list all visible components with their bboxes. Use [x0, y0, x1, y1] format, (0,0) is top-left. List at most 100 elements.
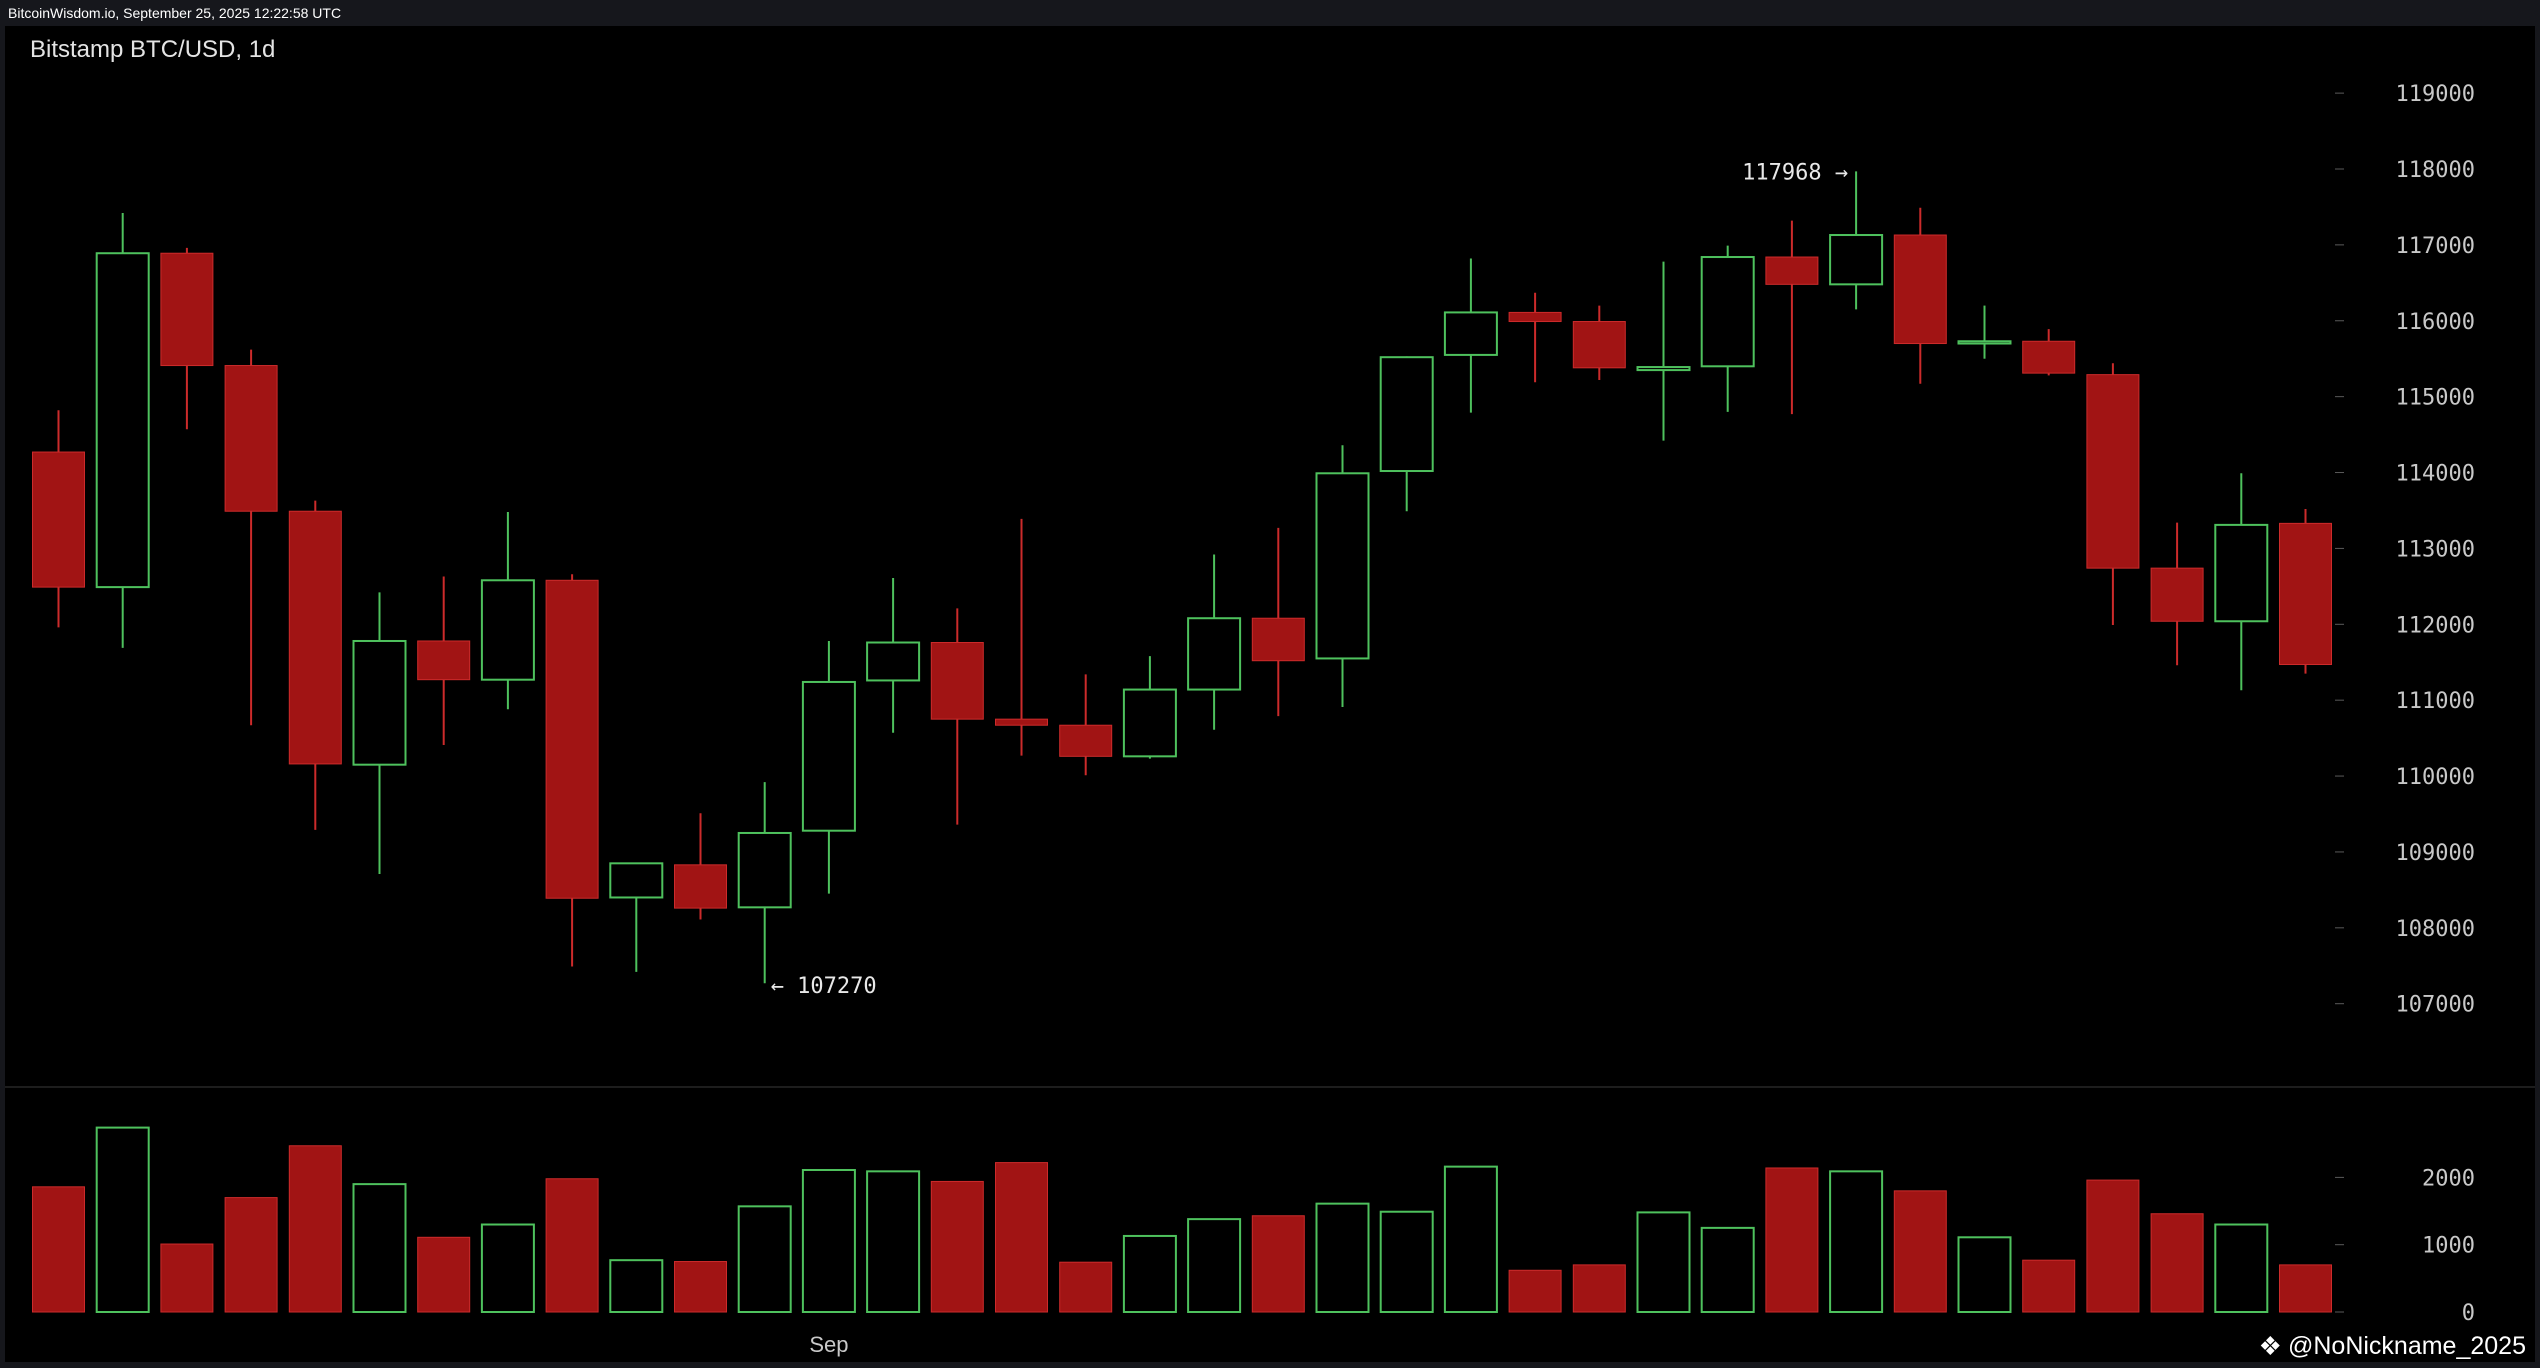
candle-body-up [2214, 523, 2269, 623]
candle [2022, 329, 2076, 376]
volume-bar-up [1379, 1210, 1434, 1313]
candle [2150, 522, 2204, 666]
candle [1508, 292, 1562, 383]
candle-body-down [1893, 234, 1947, 345]
price-tick-label: 115000 [2396, 386, 2475, 411]
high-price-annotation: 117968 → [1742, 160, 1848, 185]
candle [737, 782, 792, 984]
volume-bar-up [352, 1183, 407, 1313]
volume-bar-down [2279, 1264, 2332, 1313]
volume-bar-up [2214, 1223, 2269, 1313]
candle-body-up [1829, 234, 1884, 286]
candle-body-up [1443, 311, 1498, 356]
candle [32, 410, 85, 628]
candle [674, 813, 727, 920]
price-tick-label: 111000 [2396, 689, 2475, 714]
volume-bar-down [1572, 1264, 1626, 1313]
volume-bar-up [801, 1168, 856, 1313]
volume-bar-up [1122, 1234, 1177, 1314]
volume-bar-down [1059, 1261, 1113, 1313]
candle-body-down [1059, 724, 1113, 757]
candle-body-up [352, 639, 407, 766]
candle [1251, 527, 1305, 717]
price-tick-label: 116000 [2396, 310, 2475, 335]
candle [801, 640, 856, 894]
volume-bar-down [2086, 1179, 2140, 1313]
volume-bar-down [674, 1261, 727, 1313]
candle [352, 592, 407, 874]
candle [2214, 473, 2269, 691]
volume-bar-down [995, 1162, 1048, 1313]
volume-bar-down [160, 1243, 214, 1313]
candle-body-down [2086, 374, 2140, 569]
candle [1443, 258, 1498, 413]
candle [1059, 674, 1113, 776]
volume-series [32, 1126, 2332, 1314]
candle-body-up [95, 252, 150, 589]
volume-bar-down [224, 1197, 278, 1313]
price-tick-label: 109000 [2396, 841, 2475, 866]
candle [224, 349, 278, 726]
header-bar: BitcoinWisdom.io, September 25, 2025 12:… [0, 0, 2540, 26]
candle [545, 574, 599, 967]
candle [95, 213, 150, 648]
volume-bar-down [1765, 1167, 1819, 1313]
candle [1315, 445, 1370, 708]
chart-title: Bitstamp BTC/USD, 1d [30, 36, 276, 63]
candle-body-up [1957, 340, 2012, 345]
candle-body-up [1187, 617, 1242, 691]
candle [288, 500, 342, 830]
volume-axis: 0 1000 2000 [2335, 1166, 2475, 1326]
candle-body-down [2150, 567, 2204, 622]
candle-body-down [1765, 256, 1819, 285]
candle-body-down [224, 365, 278, 512]
volume-bar-down [2022, 1259, 2076, 1313]
price-tick-label: 118000 [2396, 158, 2475, 183]
volume-bar-down [545, 1178, 599, 1313]
candle-body-up [1379, 356, 1434, 473]
candle-body-up [609, 862, 664, 899]
candle-body-down [160, 252, 214, 367]
volume-bar-down [930, 1180, 984, 1313]
candle [1122, 656, 1177, 759]
volume-bar-up [95, 1126, 150, 1313]
candle-body-down [417, 640, 471, 681]
volume-bar-up [1636, 1211, 1691, 1314]
price-tick-label: 110000 [2396, 765, 2475, 790]
candle-body-down [32, 451, 85, 588]
candle [480, 511, 535, 710]
volume-bar-down [32, 1186, 85, 1313]
candle-body-up [1122, 688, 1177, 758]
price-tick-label: 108000 [2396, 917, 2475, 942]
candle-body-down [288, 510, 342, 765]
candle-body-down [1572, 321, 1626, 369]
volume-bar-up [1957, 1236, 2012, 1314]
price-tick-label: 112000 [2396, 613, 2475, 638]
price-tick-label: 114000 [2396, 462, 2475, 487]
candle [160, 247, 214, 430]
annotations: 117968 → ← 107270 [771, 160, 1848, 999]
candle-body-up [737, 831, 792, 909]
volume-bar-down [417, 1236, 471, 1313]
candle [609, 862, 664, 972]
candle [1572, 305, 1626, 380]
volume-bar-up [737, 1205, 792, 1314]
volume-tick-label: 0 [2462, 1301, 2475, 1326]
volume-tick-label: 2000 [2422, 1166, 2475, 1191]
price-axis: 107000 108000 109000 110000 111000 112000 1130… [2335, 82, 2475, 1018]
price-tick-label: 119000 [2396, 82, 2475, 107]
candle [417, 576, 471, 745]
volume-tick-label: 1000 [2422, 1234, 2475, 1259]
watermark: ❖ @NoNickname_2025 [2259, 1331, 2526, 1362]
candle-body-up [480, 579, 535, 681]
volume-bar-up [480, 1223, 535, 1313]
volume-bar-down [1251, 1215, 1305, 1313]
volume-bar-up [1315, 1202, 1370, 1313]
candle-series [32, 171, 2332, 984]
binance-diamond-icon: ❖ [2258, 1331, 2282, 1361]
candle-body-down [995, 718, 1048, 726]
price-tick-label: 113000 [2396, 537, 2475, 562]
candle-body-down [1251, 617, 1305, 662]
candle-body-up [801, 680, 856, 832]
